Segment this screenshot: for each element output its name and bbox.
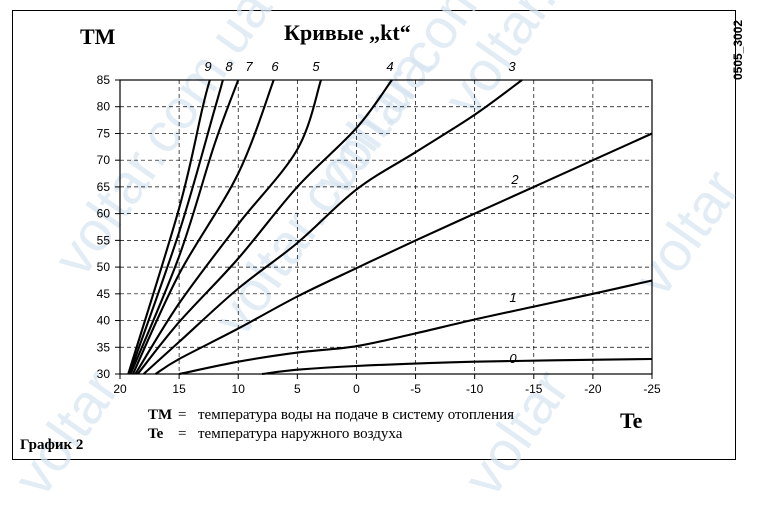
kt-curve-1 — [178, 279, 653, 376]
y-tick-label: 55 — [97, 233, 111, 247]
y-tick-label: 60 — [97, 207, 111, 221]
kt-curve-8 — [128, 79, 224, 375]
legend-separator: = — [178, 407, 187, 423]
y-tick-label: 75 — [97, 126, 111, 140]
x-axis-title: Te — [620, 408, 643, 433]
x-tick-label: -25 — [643, 382, 661, 396]
legend-text: температура наружного воздуха — [198, 426, 403, 442]
kt-curve-6 — [132, 79, 275, 375]
curve-label-1: 1 — [509, 290, 516, 305]
chart-title: Кривые „kt“ — [284, 20, 411, 45]
curve-label-5: 5 — [312, 59, 320, 74]
legend-key: TM — [148, 407, 173, 423]
legend-text: температура воды на подаче в систему ото… — [198, 407, 515, 423]
curve-label-4: 4 — [386, 59, 393, 74]
chart-frame — [12, 10, 736, 460]
x-tick-label: -20 — [584, 382, 602, 396]
x-tick-label: 5 — [294, 382, 301, 396]
curve-label-7: 7 — [245, 59, 253, 74]
y-axis-title: TM — [80, 24, 116, 49]
curve-label-2: 2 — [510, 172, 519, 187]
curve-label-6: 6 — [271, 59, 279, 74]
curve-label-9: 9 — [204, 59, 211, 74]
kt-curve-4 — [136, 79, 393, 375]
kt-curve-2 — [154, 132, 653, 375]
legend-key: Te — [148, 426, 164, 442]
curve-label-3: 3 — [508, 59, 516, 74]
x-tick-label: -5 — [410, 382, 421, 396]
x-tick-label: 0 — [353, 382, 360, 396]
y-tick-label: 70 — [97, 153, 111, 167]
y-tick-label: 35 — [97, 340, 111, 354]
plot-area-border — [119, 79, 653, 375]
legend-separator: = — [178, 426, 187, 442]
graph-number-label: График 2 — [20, 437, 84, 453]
legend-row-tm: TM = температура воды на подаче в систему … — [148, 406, 514, 425]
y-tick-label: 40 — [97, 314, 111, 328]
x-tick-label: -15 — [525, 382, 543, 396]
y-tick-label: 80 — [97, 100, 111, 114]
y-tick-label: 65 — [97, 180, 111, 194]
curve-label-8: 8 — [225, 59, 233, 74]
y-tick-label: 50 — [97, 260, 111, 274]
x-tick-label: 10 — [232, 382, 246, 396]
y-tick-label: 45 — [97, 287, 111, 301]
y-tick-label: 85 — [97, 73, 111, 87]
kt-curve-7 — [129, 79, 240, 375]
x-tick-label: 20 — [113, 382, 127, 396]
x-tick-label: -10 — [466, 382, 484, 396]
kt-curve-5 — [134, 79, 322, 375]
kt-curve-3 — [142, 79, 523, 375]
kt-curve-0 — [261, 357, 653, 376]
x-tick-label: 15 — [172, 382, 186, 396]
curve-label-0: 0 — [509, 351, 517, 366]
legend: TM = температура воды на подаче в систему … — [148, 406, 514, 444]
heating-curves-chart: 20 15 10 5 0 -5 -10 -15 -20 -25303540455055606570… — [97, 59, 661, 396]
kt-curve-9 — [127, 79, 211, 375]
legend-row-te: Te = температура наружного воздуха — [148, 425, 514, 444]
y-tick-label: 30 — [97, 367, 111, 381]
